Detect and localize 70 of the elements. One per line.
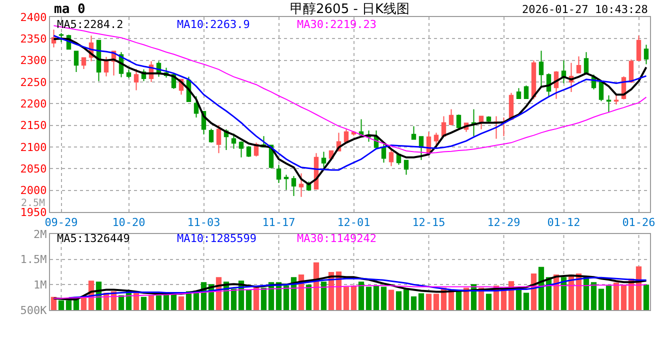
candlestick	[74, 50, 79, 73]
y-tick-label: 2250	[20, 76, 47, 89]
y-tick-label: 2350	[20, 32, 47, 46]
candlestick	[441, 116, 446, 137]
candlestick	[456, 114, 462, 129]
text: MA10:2263.9	[177, 18, 250, 31]
annotation: ma 0	[54, 2, 86, 17]
candlestick	[636, 35, 642, 62]
candlestick	[238, 140, 244, 158]
text: MA30:2219.23	[297, 18, 376, 31]
candlestick	[531, 60, 536, 100]
y-tick-label: 2150	[20, 119, 47, 132]
candlestick	[471, 108, 476, 137]
chart-title: 甲醇2605 - 日K线图	[290, 2, 410, 17]
candlestick	[358, 118, 364, 137]
candlestick	[291, 176, 296, 196]
candlestick	[644, 44, 649, 65]
candlestick	[538, 50, 544, 88]
y-tick-label: 1M	[34, 278, 48, 292]
candlestick	[126, 68, 132, 79]
y-tick-label: 2300	[20, 54, 47, 68]
text: MA10:1285599	[177, 232, 256, 245]
candlestick	[614, 94, 619, 106]
candlestick	[486, 116, 492, 124]
y-tick-label: 2100	[20, 140, 47, 154]
y-tick-label: 500K	[20, 304, 48, 317]
candlestick	[448, 108, 454, 126]
candlestick	[388, 148, 394, 167]
text: MA5:1326449	[57, 232, 130, 245]
candlestick	[134, 68, 139, 91]
y-tick-label: 2M	[34, 228, 48, 241]
x-tick-label: 12-29	[487, 216, 520, 230]
candlestick	[81, 57, 86, 70]
x-tick-label: 09-29	[44, 216, 78, 230]
candlestick	[208, 128, 214, 144]
candlestick	[404, 160, 409, 176]
x-tick-label: 10-20	[112, 216, 146, 230]
candlestick	[628, 58, 634, 84]
candlestick	[434, 132, 439, 147]
candlestick	[284, 174, 289, 190]
x-tick-label: 11-17	[262, 216, 296, 230]
y-tick-label: 2000	[20, 184, 47, 198]
x-tick-label: 01-12	[547, 216, 580, 230]
candlestick	[524, 84, 529, 100]
x-tick-label: 01-26	[622, 216, 656, 230]
candlestick	[606, 94, 612, 113]
candlestick	[298, 172, 304, 198]
y-tick-label: 2400	[20, 10, 47, 24]
series-label: MA5:2284.2	[57, 18, 124, 31]
candlestick	[231, 133, 236, 150]
candlestick	[216, 124, 222, 154]
y-tick-label: 2050	[20, 162, 47, 176]
x-tick-label: 12-15	[412, 216, 446, 230]
candlestick	[321, 151, 326, 168]
line-series	[53, 284, 647, 299]
candlestick	[104, 56, 109, 77]
candlestick	[576, 56, 582, 74]
candlestick	[411, 126, 416, 140]
candlestick	[516, 88, 522, 99]
text: MA30:1149242	[297, 232, 376, 245]
line-series	[52, 274, 648, 300]
candlestick	[276, 164, 282, 184]
line-series	[68, 276, 647, 299]
candlestick	[381, 142, 386, 164]
y-tick-label: 1.5M	[20, 253, 48, 266]
text: 2026-01-27 10:43:28	[522, 3, 648, 16]
candlestick	[246, 146, 252, 158]
x-tick-label: 12-01	[337, 216, 370, 230]
y-tick-label: 2200	[20, 98, 47, 111]
x-tick-label: 11-03	[187, 216, 220, 230]
